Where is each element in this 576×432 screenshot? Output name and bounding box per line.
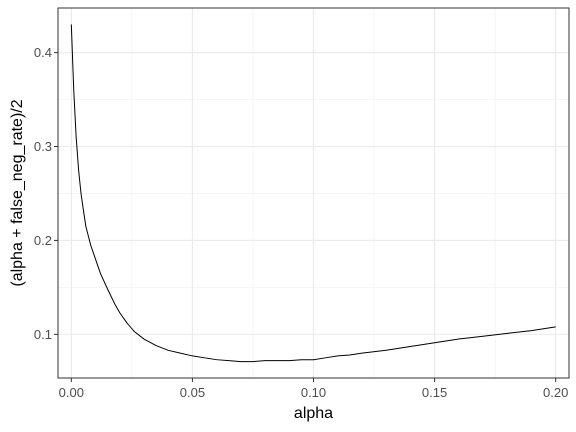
major-gridlines xyxy=(58,8,569,378)
y-tick-label: 0.1 xyxy=(34,327,52,342)
x-tick-label: 0.05 xyxy=(180,385,205,400)
x-tick-label: 0.00 xyxy=(59,385,84,400)
y-tick-label: 0.3 xyxy=(34,139,52,154)
x-axis-title: alpha xyxy=(294,405,333,422)
y-axis-title: (alpha + false_neg_rate)/2 xyxy=(9,99,26,286)
y-tick-label: 0.4 xyxy=(34,45,52,60)
y-tick-label: 0.2 xyxy=(34,233,52,248)
x-tick-label: 0.15 xyxy=(422,385,447,400)
data-line xyxy=(70,24,556,363)
y-axis-ticks: 0.1 0.2 0.3 0.4 xyxy=(34,45,58,342)
x-tick-label: 0.20 xyxy=(543,385,568,400)
x-tick-label: 0.10 xyxy=(301,385,326,400)
x-axis-ticks: 0.00 0.05 0.10 0.15 0.20 xyxy=(59,378,568,400)
